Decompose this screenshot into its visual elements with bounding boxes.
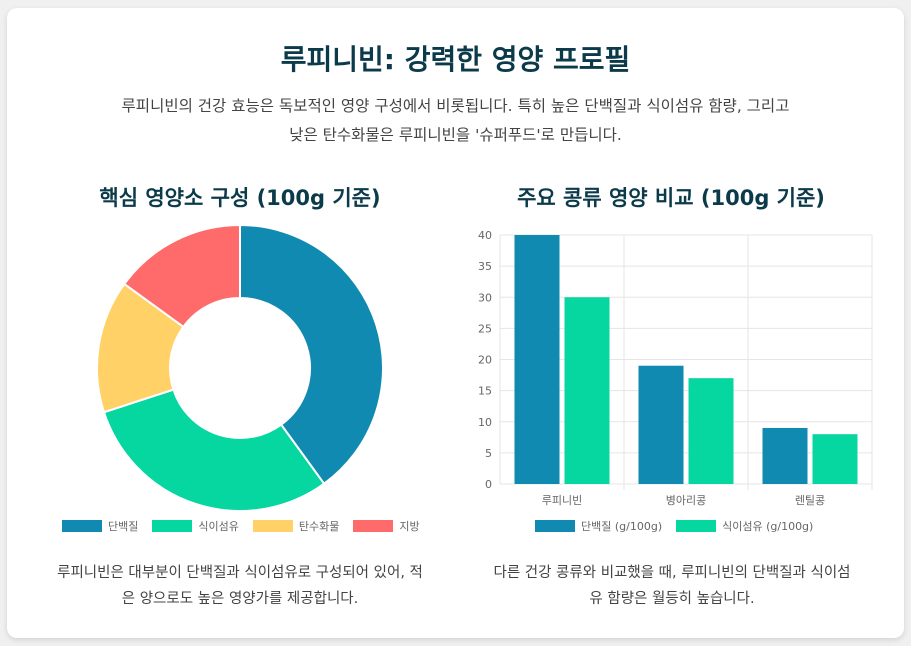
y-tick-label: 30 — [478, 291, 492, 304]
x-tick-label: 루피니빈 — [542, 494, 582, 507]
intro-text: 루피니빈의 건강 효능은 독보적인 영양 구성에서 비롯됩니다. 특히 높은 단… — [60, 92, 851, 150]
bar-caption: 다른 건강 콩류와 비교했을 때, 루피니빈의 단백질과 식이섬 유 함량은 월… — [466, 560, 878, 612]
bar-legend-item-fiber[interactable]: 식이섬유 (g/100g) — [676, 518, 813, 534]
bar-legend-item-protein[interactable]: 단백질 (g/100g) — [535, 518, 662, 534]
bar-fiber-2[interactable] — [812, 434, 858, 484]
legend-label: 식이섬유 — [198, 520, 239, 533]
bar-caption-line-2: 유 함량은 월등히 높습니다. — [589, 591, 755, 607]
y-tick-label: 10 — [478, 416, 492, 429]
donut-slice-fiber[interactable] — [102, 388, 326, 512]
legend-swatch — [676, 520, 717, 532]
bar-protein-1[interactable] — [638, 365, 684, 484]
donut-slice-protein[interactable] — [239, 223, 384, 486]
x-tick-label: 병아리콩 — [666, 494, 706, 507]
y-tick-label: 15 — [478, 385, 492, 398]
donut-chart — [96, 223, 384, 512]
bar-fiber-0[interactable] — [564, 297, 610, 484]
legend-label: 단백질 — [108, 520, 139, 533]
legend-swatch — [252, 520, 293, 532]
donut-caption-line-1: 루피니빈은 대부분이 단백질과 식이섬유로 구성되어 있어, 적 — [57, 565, 423, 581]
y-tick-label: 35 — [478, 260, 492, 273]
legend-label: 식이섬유 (g/100g) — [722, 520, 814, 533]
legend-label: 탄수화물 — [298, 520, 340, 533]
legend-swatch — [535, 520, 575, 532]
donut-legend-item-carbs[interactable]: 탄수화물 — [252, 518, 340, 534]
bar-chart-title: 주요 콩류 영양 비교 (100g 기준) — [517, 186, 825, 210]
donut-caption: 루피니빈은 대부분이 단백질과 식이섬유로 구성되어 있어, 적 은 양으로도 … — [30, 560, 450, 612]
bar-fiber-1[interactable] — [688, 378, 734, 484]
legend-swatch — [152, 520, 193, 532]
donut-legend-item-fiber[interactable]: 식이섬유 — [152, 518, 239, 534]
y-tick-label: 5 — [485, 447, 492, 460]
intro-line-2: 낮은 탄수화물은 루피니빈을 '슈퍼푸드'로 만듭니다. — [289, 126, 622, 144]
page-title: 루피니빈: 강력한 영양 프로필 — [280, 43, 631, 76]
legend-swatch — [353, 520, 394, 532]
donut-legend-item-protein[interactable]: 단백질 — [62, 518, 138, 534]
bar-chart: 0 5 10 15 20 25 30 35 40 루피니빈 병아리콩 렌틸콩 — [478, 229, 873, 507]
bar-legend: 단백질 (g/100g) 식이섬유 (g/100g) — [535, 518, 813, 534]
y-tick-label: 25 — [478, 322, 492, 335]
y-tick-label: 40 — [478, 229, 492, 242]
intro-line-1: 루피니빈의 건강 효능은 독보적인 영양 구성에서 비롯됩니다. 특히 높은 단… — [121, 97, 790, 115]
bar-protein-0[interactable] — [514, 235, 560, 484]
donut-caption-line-2: 은 양으로도 높은 영양가를 제공합니다. — [121, 591, 359, 607]
bar-protein-2[interactable] — [762, 427, 808, 484]
donut-legend: 단백질 식이섬유 탄수화물 지방 — [62, 518, 420, 534]
donut-legend-item-fat[interactable]: 지방 — [353, 518, 420, 534]
legend-swatch — [62, 520, 102, 532]
y-tick-label: 0 — [485, 478, 492, 491]
donut-chart-title: 핵심 영양소 구성 (100g 기준) — [99, 186, 381, 210]
x-tick-label: 렌틸콩 — [795, 494, 825, 507]
donut-slice-fat[interactable] — [122, 223, 241, 329]
legend-label: 단백질 (g/100g) — [581, 520, 663, 533]
y-tick-label: 20 — [478, 354, 492, 367]
legend-label: 지방 — [399, 520, 420, 533]
bar-caption-line-1: 다른 건강 콩류와 비교했을 때, 루피니빈의 단백질과 식이섬 — [493, 565, 851, 581]
